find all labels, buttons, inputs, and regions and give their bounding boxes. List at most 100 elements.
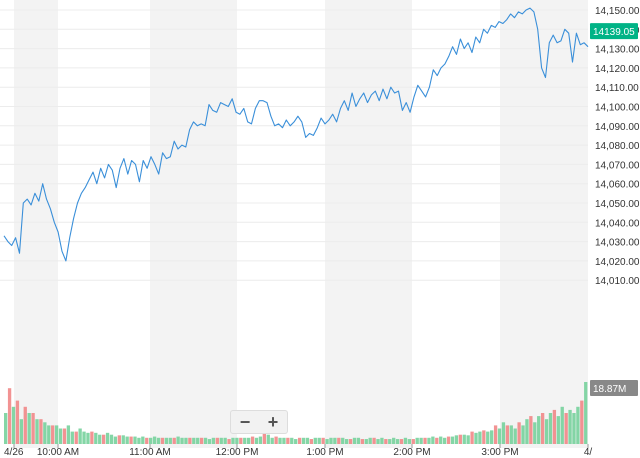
x-tick-label: 3:00 PM <box>481 447 518 458</box>
volume-bar <box>137 437 141 444</box>
last-price-label: 14139.05 <box>593 27 635 38</box>
volume-bar <box>211 437 216 444</box>
volume-bar <box>364 439 368 444</box>
volume-bar <box>580 400 584 444</box>
volume-bar <box>294 439 298 444</box>
volume-bar <box>54 425 59 444</box>
gridlines <box>0 9 588 281</box>
volume-bar <box>572 413 576 444</box>
volume-bar <box>560 406 564 444</box>
y-tick-label: 14,030.00 <box>595 238 640 249</box>
volume-bar <box>509 425 513 444</box>
volume-bar <box>7 388 12 444</box>
volume-bar <box>19 419 23 444</box>
volume-bar <box>250 436 255 444</box>
volume-bar <box>129 436 133 444</box>
volume-bar <box>521 425 525 444</box>
volume-bar <box>454 435 459 444</box>
volume-bar <box>78 428 82 444</box>
volume-bar <box>540 413 545 444</box>
volume-bar <box>235 437 239 444</box>
volume-bar <box>533 422 537 444</box>
volume-bar <box>192 437 196 444</box>
volume-bar <box>482 430 486 444</box>
volume-bar <box>548 413 553 444</box>
volume-bar <box>274 436 278 444</box>
volume-bar <box>39 419 43 444</box>
session-band <box>325 0 412 448</box>
volume-bar <box>172 437 176 444</box>
y-tick-label: 14,010.00 <box>595 276 640 287</box>
volume-bar <box>341 437 345 444</box>
volume-bar <box>58 428 63 444</box>
volume-bar <box>450 436 455 444</box>
volume-bar <box>337 437 341 444</box>
session-band <box>14 0 58 448</box>
volume-bar <box>184 437 188 444</box>
volume-bar <box>199 437 204 444</box>
volume-bar <box>121 435 125 444</box>
volume-bar <box>352 437 357 444</box>
volume-bar <box>415 437 419 444</box>
zoom-out-button[interactable]: − <box>239 412 251 432</box>
volume-bar <box>254 437 259 444</box>
volume-bar <box>176 436 180 444</box>
zoom-in-button[interactable]: + <box>267 412 279 432</box>
volume-bar <box>556 416 560 444</box>
volume-bar <box>493 425 498 444</box>
volume-bar <box>486 431 490 444</box>
x-tick-label: 4/ <box>584 447 593 458</box>
volume-bar <box>258 436 263 444</box>
price-line <box>3 7 589 262</box>
volume-bar <box>43 422 47 444</box>
volume-bar <box>113 436 118 444</box>
session-bands <box>14 0 588 448</box>
volume-bar <box>86 432 90 444</box>
volume-bar <box>544 419 549 444</box>
volume-bar <box>537 416 541 444</box>
volume-bar <box>23 406 27 444</box>
volume-bar <box>223 437 227 444</box>
volume-bar <box>470 431 474 444</box>
x-tick-label: 2:00 PM <box>393 447 430 458</box>
volume-bar <box>368 437 372 444</box>
x-tick-label: 12:00 PM <box>216 447 259 458</box>
volume-bar <box>290 437 294 444</box>
y-tick-label: 14,090.00 <box>595 122 640 133</box>
volume-bar <box>399 439 404 444</box>
volume-bar <box>35 419 39 444</box>
volume-bar <box>490 430 494 444</box>
y-tick-label: 14,060.00 <box>595 180 640 191</box>
volume-bar <box>501 422 506 444</box>
volume-bar <box>442 437 447 444</box>
volume-bar <box>317 437 321 444</box>
volume-bar <box>188 437 192 444</box>
volume-bar <box>439 436 443 444</box>
volume-bar <box>446 436 451 444</box>
volume-bar <box>196 437 200 444</box>
volume-bar <box>329 437 333 444</box>
volume-bar <box>525 419 529 444</box>
volume-bar <box>74 431 78 444</box>
y-tick-label: 14,050.00 <box>595 199 640 210</box>
volume-bar <box>247 437 251 444</box>
volume-bar <box>517 422 521 444</box>
volume-bar <box>423 437 427 444</box>
volume-badge <box>590 380 638 396</box>
volume-bar <box>145 437 149 444</box>
volume-bar <box>431 436 435 444</box>
volume-bar <box>568 409 572 444</box>
volume-bar <box>466 435 470 444</box>
volume-bar <box>219 437 223 444</box>
y-axis: 14,150.0014,140.0014,130.0014,120.0014,1… <box>595 6 640 287</box>
volume-bar <box>435 437 439 444</box>
volume-bar <box>125 436 129 444</box>
volume-bar <box>388 439 392 444</box>
volume-bar <box>344 439 349 444</box>
y-tick-label: 14,120.00 <box>595 64 640 75</box>
volume-bar <box>227 439 231 444</box>
session-band <box>150 0 237 448</box>
zoom-control: − + <box>230 410 288 434</box>
x-tick-label: 11:00 AM <box>129 447 171 458</box>
